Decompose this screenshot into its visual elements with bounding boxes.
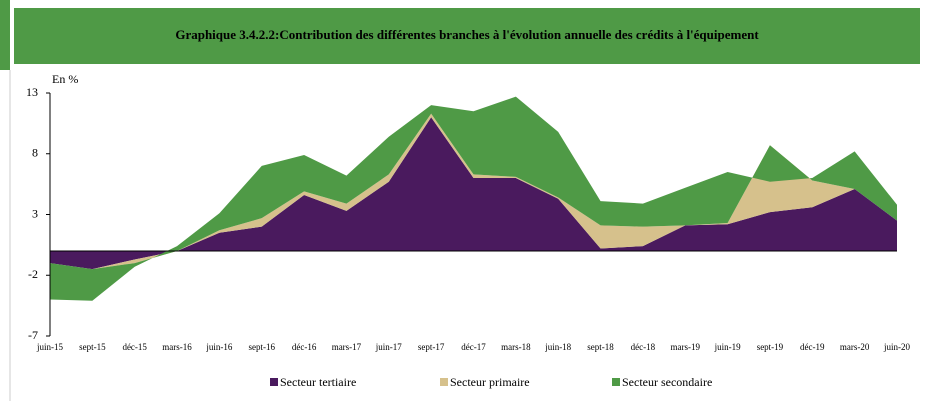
legend-label: Secteur primaire — [450, 375, 530, 389]
x-tick-label: sept-15 — [79, 342, 106, 352]
x-tick-label: déc-17 — [461, 342, 486, 352]
y-tick-label: 3 — [32, 206, 38, 220]
chart-title: Graphique 3.4.2.2:Contribution des diffé… — [175, 27, 759, 42]
area-band — [50, 117, 897, 270]
y-tick-label: 8 — [32, 146, 38, 160]
x-tick-label: juin-20 — [883, 342, 910, 352]
x-tick-label: déc-15 — [122, 342, 147, 352]
x-tick-label: sept-16 — [249, 342, 276, 352]
legend-label: Secteur secondaire — [622, 375, 712, 389]
x-tick-label: mars-16 — [162, 342, 192, 352]
legend-swatch — [612, 378, 620, 386]
x-tick-label: juin-17 — [375, 342, 402, 352]
x-tick-label: mars-17 — [332, 342, 362, 352]
x-tick-label: juin-15 — [36, 342, 63, 352]
title-banner — [14, 8, 920, 64]
x-tick-label: déc-16 — [292, 342, 317, 352]
y-tick-label: -2 — [28, 267, 38, 281]
legend-swatch — [440, 378, 448, 386]
legend-swatch — [270, 378, 278, 386]
side-stripe — [0, 0, 10, 70]
x-tick-label: juin-18 — [544, 342, 571, 352]
x-tick-label: sept-17 — [418, 342, 445, 352]
x-tick-label: sept-19 — [757, 342, 784, 352]
x-tick-label: mars-19 — [671, 342, 701, 352]
x-tick-label: déc-19 — [800, 342, 825, 352]
y-tick-label: 13 — [26, 85, 38, 99]
x-tick-label: mars-20 — [840, 342, 870, 352]
x-tick-label: déc-18 — [631, 342, 656, 352]
x-tick-label: juin-19 — [714, 342, 741, 352]
x-tick-label: sept-18 — [587, 342, 614, 352]
y-tick-label: -7 — [28, 328, 38, 342]
area-band — [50, 96, 897, 301]
y-axis-label: En % — [52, 72, 78, 86]
x-tick-label: mars-18 — [501, 342, 531, 352]
x-tick-label: juin-16 — [205, 342, 232, 352]
legend-label: Secteur tertiaire — [280, 375, 356, 389]
